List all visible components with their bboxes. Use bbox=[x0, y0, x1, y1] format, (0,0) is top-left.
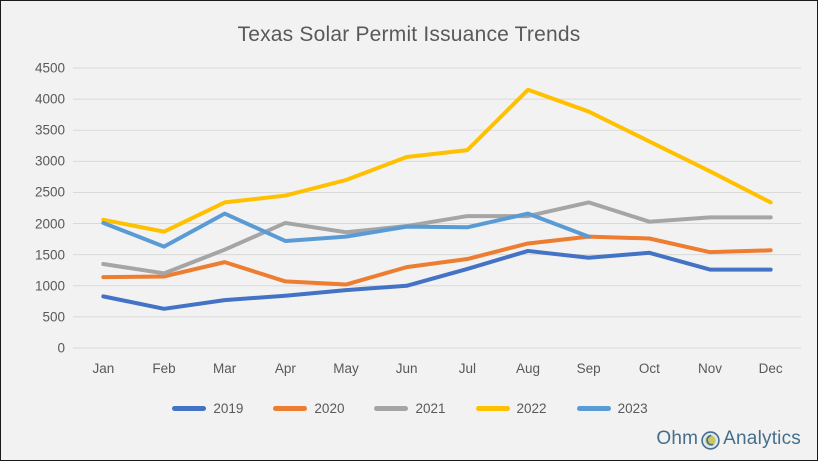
x-axis-tick-label: Jun bbox=[395, 361, 418, 376]
x-axis-tick-label: May bbox=[333, 361, 359, 376]
watermark-brand-second: Analytics bbox=[723, 428, 801, 449]
x-axis-tick-label: Mar bbox=[213, 361, 237, 376]
gridlines bbox=[73, 67, 801, 349]
y-axis-tick-label: 2000 bbox=[34, 216, 65, 232]
legend-swatch-2019 bbox=[172, 406, 207, 411]
series-line-2023 bbox=[101, 211, 591, 249]
y-axis-tick-label: 500 bbox=[42, 309, 65, 325]
y-axis-tick-label: 1500 bbox=[34, 247, 65, 263]
series-lines bbox=[101, 87, 773, 311]
y-axis-tick-label: 3500 bbox=[34, 122, 65, 138]
y-axis-tick-label: 2500 bbox=[34, 184, 65, 200]
series-line-2021 bbox=[101, 200, 773, 276]
legend-item-2020[interactable]: 2020 bbox=[273, 401, 344, 416]
watermark: Ohm Analytics bbox=[656, 428, 801, 450]
x-axis-tick-label: Oct bbox=[638, 361, 660, 376]
legend-swatch-2020 bbox=[273, 406, 308, 411]
series-line-2019 bbox=[101, 248, 773, 311]
legend-swatch-2021 bbox=[374, 406, 409, 411]
x-axis-tick-label: Jan bbox=[92, 361, 115, 376]
legend-label-2019: 2019 bbox=[213, 401, 244, 416]
x-axis-tick-label: Nov bbox=[697, 361, 723, 376]
y-axis-tick-label: 3000 bbox=[34, 153, 65, 169]
y-axis-tick-label: 1000 bbox=[34, 278, 65, 294]
x-axis-labels: Jan Feb Mar Apr May Jun Jul Aug Sep Oct Nov Dec bbox=[1, 361, 817, 381]
x-axis-tick-label: Feb bbox=[152, 361, 176, 376]
legend-item-2019[interactable]: 2019 bbox=[172, 401, 243, 416]
legend-swatch-2022 bbox=[475, 406, 510, 411]
y-axis-tick-label: 4500 bbox=[34, 60, 65, 76]
chart-legend: 2019 2020 2021 2022 2023 bbox=[1, 401, 817, 416]
legend-label-2023: 2023 bbox=[617, 401, 648, 416]
chart-title: Texas Solar Permit Issuance Trends bbox=[237, 23, 581, 46]
x-axis-tick-label: Jul bbox=[458, 361, 476, 376]
x-axis-tick-label: Apr bbox=[274, 361, 296, 376]
series-line-2020 bbox=[101, 234, 773, 287]
series-line-2022 bbox=[101, 87, 773, 234]
y-axis-tick-label: 0 bbox=[57, 340, 65, 356]
legend-label-2022: 2022 bbox=[516, 401, 547, 416]
y-axis-tick-label: 4000 bbox=[34, 91, 65, 107]
y-axis-labels: 4500 4000 3500 3000 2500 2000 1500 1000 500 0 bbox=[9, 1, 65, 460]
x-axis-tick-label: Aug bbox=[515, 361, 541, 376]
legend-item-2021[interactable]: 2021 bbox=[374, 401, 446, 416]
legend-label-2021: 2021 bbox=[415, 401, 446, 416]
ohm-logo-icon bbox=[701, 430, 720, 450]
legend-swatch-2023 bbox=[576, 406, 611, 411]
x-axis-tick-label: Sep bbox=[576, 361, 601, 376]
watermark-brand-first: Ohm bbox=[656, 428, 699, 449]
legend-item-2022[interactable]: 2022 bbox=[475, 401, 547, 416]
legend-item-2023[interactable]: 2023 bbox=[576, 401, 648, 416]
legend-label-2020: 2020 bbox=[314, 401, 345, 416]
x-axis-tick-label: Dec bbox=[758, 361, 783, 376]
